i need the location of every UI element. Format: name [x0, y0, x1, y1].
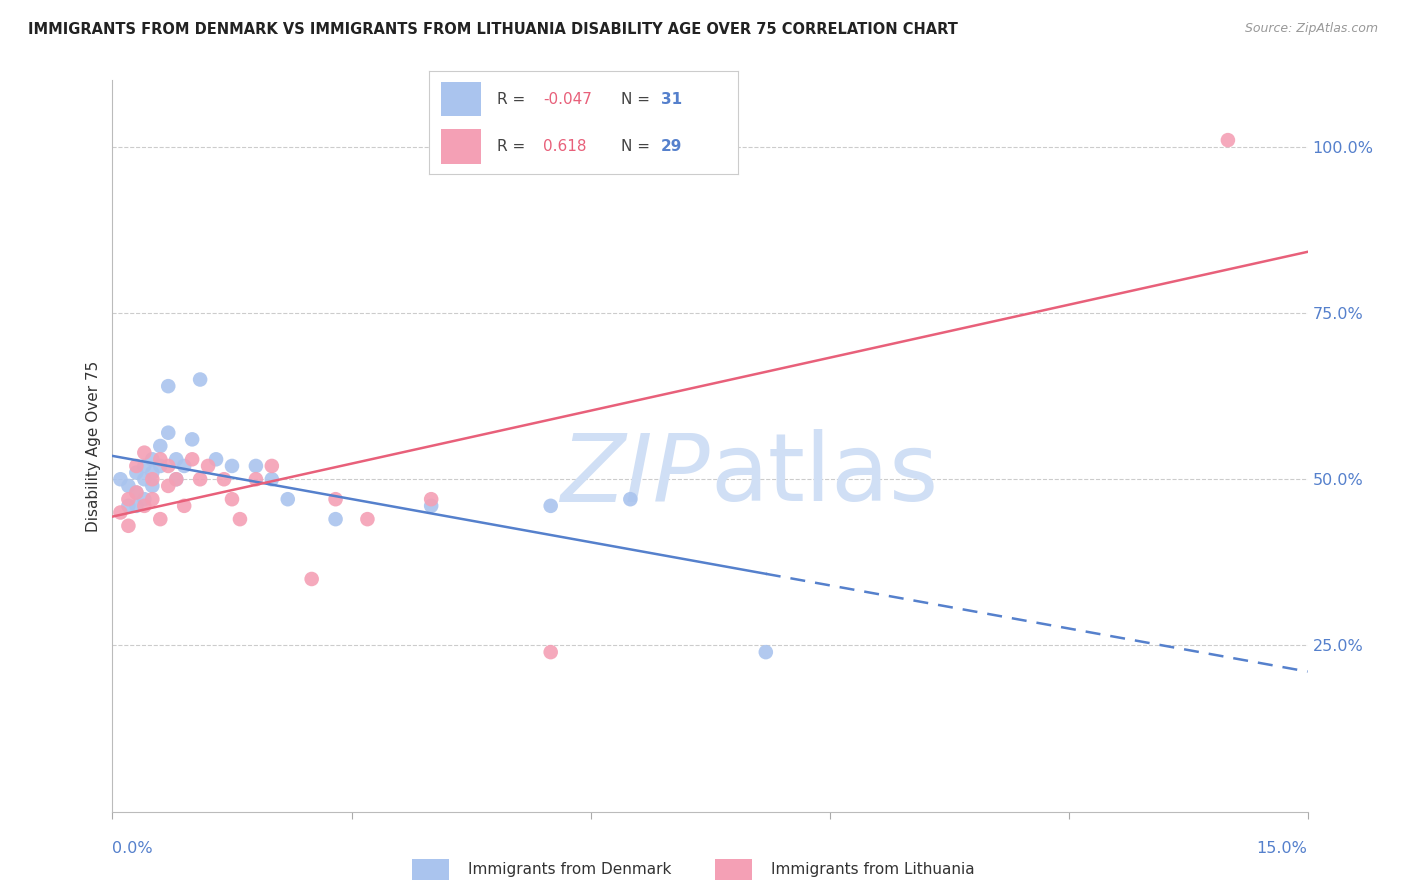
Text: Source: ZipAtlas.com: Source: ZipAtlas.com: [1244, 22, 1378, 36]
Point: [325, 492, 347, 507]
Point: [356, 512, 378, 526]
Point: [755, 645, 778, 659]
Text: Immigrants from Lithuania: Immigrants from Lithuania: [770, 863, 974, 877]
Point: [141, 452, 163, 467]
Point: [245, 458, 267, 473]
Point: [125, 485, 148, 500]
Point: [157, 458, 180, 473]
Text: 0.0%: 0.0%: [112, 841, 153, 856]
Point: [125, 458, 148, 473]
Point: [141, 479, 163, 493]
Point: [221, 458, 243, 473]
Point: [325, 512, 347, 526]
Point: [125, 485, 148, 500]
Text: R =: R =: [496, 92, 530, 106]
Point: [125, 466, 148, 480]
Point: [420, 499, 443, 513]
Point: [165, 472, 187, 486]
Point: [134, 458, 156, 473]
Point: [277, 492, 299, 507]
Point: [157, 379, 180, 393]
Point: [212, 472, 235, 486]
Point: [420, 492, 443, 507]
Point: [117, 499, 139, 513]
Bar: [441, 128, 481, 163]
Point: [141, 472, 163, 486]
Point: [157, 479, 180, 493]
Text: Immigrants from Denmark: Immigrants from Denmark: [468, 863, 671, 877]
Point: [188, 472, 211, 486]
Point: [173, 458, 195, 473]
Text: 29: 29: [661, 139, 682, 153]
Y-axis label: Disability Age Over 75: Disability Age Over 75: [86, 360, 101, 532]
Point: [117, 479, 139, 493]
Point: [619, 492, 641, 507]
Text: atlas: atlas: [710, 429, 938, 521]
Text: IMMIGRANTS FROM DENMARK VS IMMIGRANTS FROM LITHUANIA DISABILITY AGE OVER 75 CORR: IMMIGRANTS FROM DENMARK VS IMMIGRANTS FR…: [28, 22, 957, 37]
Text: -0.047: -0.047: [543, 92, 592, 106]
Point: [197, 458, 219, 473]
Point: [188, 372, 211, 386]
Point: [181, 433, 204, 447]
Point: [110, 472, 132, 486]
Text: R =: R =: [496, 139, 530, 153]
Text: N =: N =: [620, 139, 654, 153]
Point: [125, 499, 148, 513]
Point: [229, 512, 252, 526]
Bar: [412, 859, 450, 880]
Text: 31: 31: [661, 92, 682, 106]
Point: [1216, 133, 1239, 147]
Point: [245, 472, 267, 486]
Point: [134, 492, 156, 507]
Point: [149, 452, 172, 467]
Text: 0.618: 0.618: [543, 139, 586, 153]
Point: [173, 499, 195, 513]
Point: [157, 425, 180, 440]
Text: ZIP: ZIP: [561, 430, 710, 521]
Point: [149, 512, 172, 526]
Point: [117, 518, 139, 533]
Point: [260, 472, 283, 486]
Point: [134, 472, 156, 486]
Point: [165, 452, 187, 467]
Text: 15.0%: 15.0%: [1257, 841, 1308, 856]
Point: [221, 492, 243, 507]
Point: [134, 499, 156, 513]
Text: N =: N =: [620, 92, 654, 106]
Point: [205, 452, 228, 467]
Bar: [441, 81, 481, 117]
Point: [141, 492, 163, 507]
Point: [134, 445, 156, 459]
Point: [260, 458, 283, 473]
Point: [540, 645, 562, 659]
Point: [149, 439, 172, 453]
Point: [149, 458, 172, 473]
Point: [141, 466, 163, 480]
Bar: [716, 859, 752, 880]
Point: [301, 572, 323, 586]
Point: [540, 499, 562, 513]
Point: [110, 506, 132, 520]
Point: [165, 472, 187, 486]
Point: [181, 452, 204, 467]
Point: [117, 492, 139, 507]
